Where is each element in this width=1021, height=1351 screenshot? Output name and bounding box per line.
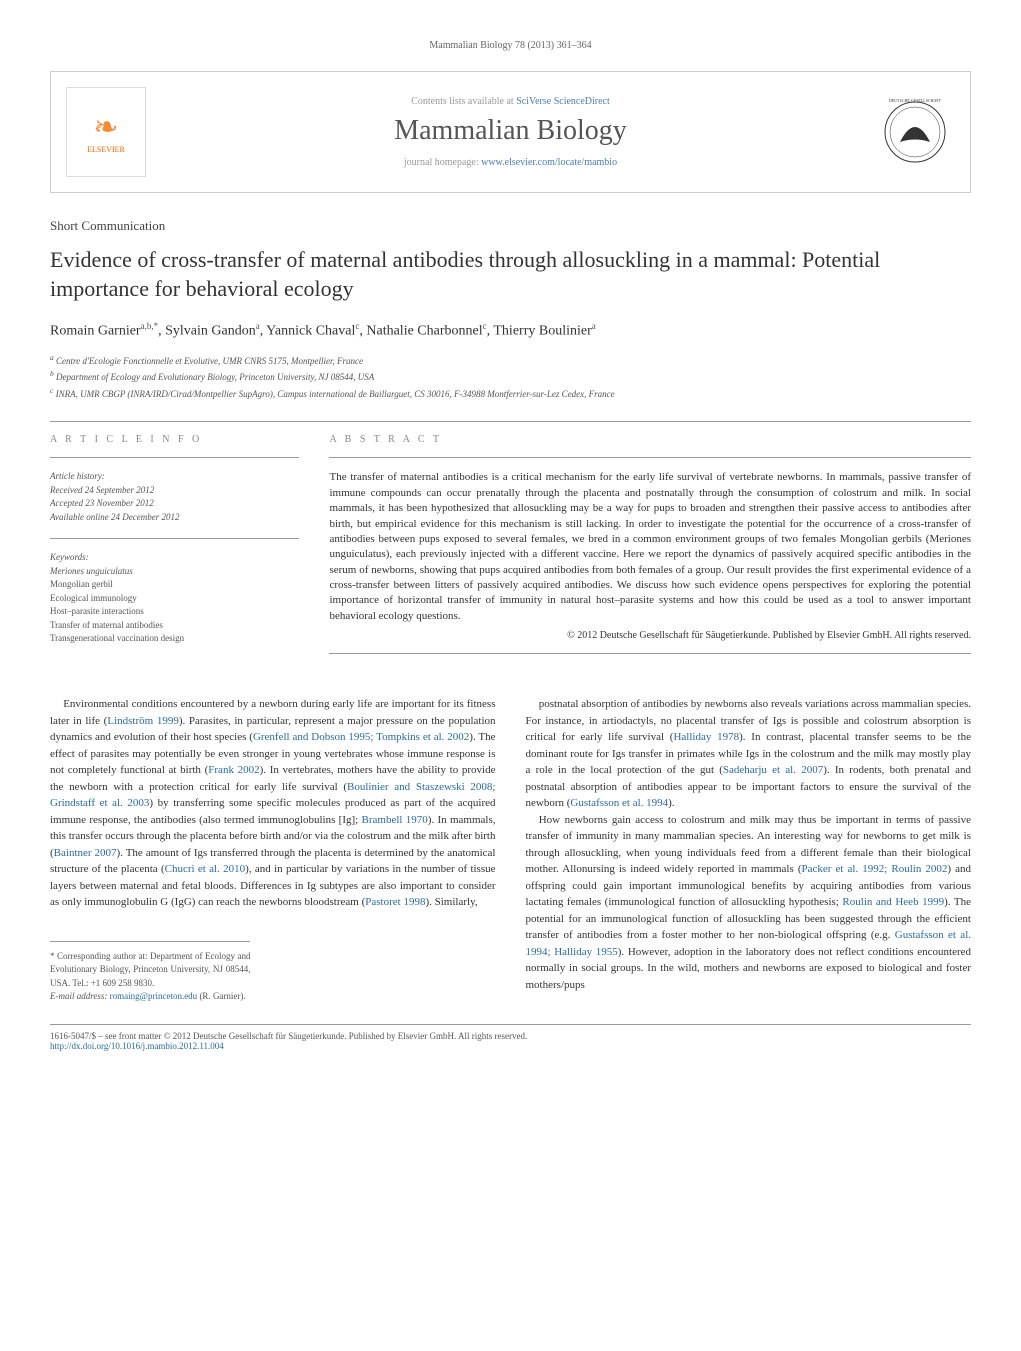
email-label: E-mail address:: [50, 991, 110, 1001]
body-col-left: Environmental conditions encountered by …: [50, 696, 496, 1004]
authors-line: Romain Garniera,b,*, Sylvain Gandona, Ya…: [50, 321, 971, 340]
journal-title: Mammalian Biology: [146, 115, 875, 147]
keyword: Meriones unguiculatus: [50, 565, 299, 579]
section-label: Short Communication: [50, 218, 971, 234]
society-seal-icon: DEUTSCHE GESELLSCHAFT: [880, 92, 950, 172]
tree-icon: ❧: [93, 110, 118, 145]
body-paragraph: How newborns gain access to colostrum an…: [526, 812, 972, 994]
divider: [329, 457, 971, 458]
body-col-right: postnatal absorption of antibodies by ne…: [526, 696, 972, 1004]
corresponding-author: * Corresponding author at: Department of…: [50, 941, 250, 1004]
elsevier-logo: ❧ ELSEVIER: [66, 87, 146, 177]
corresp-email-line: E-mail address: romaing@princeton.edu (R…: [50, 990, 250, 1004]
history-head: Article history:: [50, 470, 299, 484]
homepage-label: journal homepage:: [404, 157, 481, 168]
article-history: Article history: Received 24 September 2…: [50, 470, 299, 524]
divider: [50, 457, 299, 458]
affil-c: c INRA, UMR CBGP (INRA/IRD/Cirad/Montpel…: [50, 385, 971, 402]
abstract-copyright: © 2012 Deutsche Gesellschaft für Säugeti…: [329, 630, 971, 641]
divider: [329, 653, 971, 654]
doi-link[interactable]: http://dx.doi.org/10.1016/j.mambio.2012.…: [50, 1041, 224, 1051]
svg-text:DEUTSCHE GESELLSCHAFT: DEUTSCHE GESELLSCHAFT: [889, 98, 942, 103]
keyword: Transfer of maternal antibodies: [50, 619, 299, 633]
keyword: Mongolian gerbil: [50, 578, 299, 592]
online-date: Available online 24 December 2012: [50, 511, 299, 525]
homepage-link[interactable]: www.elsevier.com/locate/mambio: [481, 157, 617, 168]
article-info-column: A R T I C L E I N F O Article history: R…: [50, 434, 299, 666]
page-footer: 1616-5047/$ – see front matter © 2012 De…: [50, 1024, 971, 1051]
corresp-text: * Corresponding author at: Department of…: [50, 950, 250, 991]
divider: [50, 421, 971, 422]
society-logo: DEUTSCHE GESELLSCHAFT: [875, 87, 955, 177]
email-person: (R. Garnier).: [197, 991, 245, 1001]
received-date: Received 24 September 2012: [50, 484, 299, 498]
sciencedirect-link[interactable]: SciVerse ScienceDirect: [516, 96, 610, 107]
contents-line: Contents lists available at SciVerse Sci…: [146, 96, 875, 107]
homepage-line: journal homepage: www.elsevier.com/locat…: [146, 157, 875, 168]
keywords-head: Keywords:: [50, 551, 299, 565]
article-title: Evidence of cross-transfer of maternal a…: [50, 246, 971, 303]
journal-banner: ❧ ELSEVIER Contents lists available at S…: [50, 71, 971, 193]
keyword: Host–parasite interactions: [50, 605, 299, 619]
article-info-heading: A R T I C L E I N F O: [50, 434, 299, 445]
affil-b: b Department of Ecology and Evolutionary…: [50, 368, 971, 385]
info-abstract-row: A R T I C L E I N F O Article history: R…: [50, 434, 971, 666]
affil-a: a Centre d'Ecologie Fonctionnelle et Evo…: [50, 352, 971, 369]
running-header: Mammalian Biology 78 (2013) 361–364: [50, 40, 971, 51]
email-link[interactable]: romaing@princeton.edu: [110, 991, 198, 1001]
abstract-column: A B S T R A C T The transfer of maternal…: [329, 434, 971, 666]
accepted-date: Accepted 23 November 2012: [50, 497, 299, 511]
body-columns: Environmental conditions encountered by …: [50, 696, 971, 1004]
keywords-block: Keywords: Meriones unguiculatus Mongolia…: [50, 551, 299, 646]
banner-center: Contents lists available at SciVerse Sci…: [146, 96, 875, 168]
elsevier-label: ELSEVIER: [87, 145, 125, 154]
abstract-heading: A B S T R A C T: [329, 434, 971, 445]
issn-line: 1616-5047/$ – see front matter © 2012 De…: [50, 1031, 971, 1041]
body-paragraph: Environmental conditions encountered by …: [50, 696, 496, 911]
affiliations: a Centre d'Ecologie Fonctionnelle et Evo…: [50, 352, 971, 402]
body-paragraph: postnatal absorption of antibodies by ne…: [526, 696, 972, 812]
divider: [50, 538, 299, 539]
keyword: Ecological immunology: [50, 592, 299, 606]
abstract-text: The transfer of maternal antibodies is a…: [329, 470, 971, 624]
contents-text: Contents lists available at: [411, 96, 516, 107]
keyword: Transgenerational vaccination design: [50, 632, 299, 646]
